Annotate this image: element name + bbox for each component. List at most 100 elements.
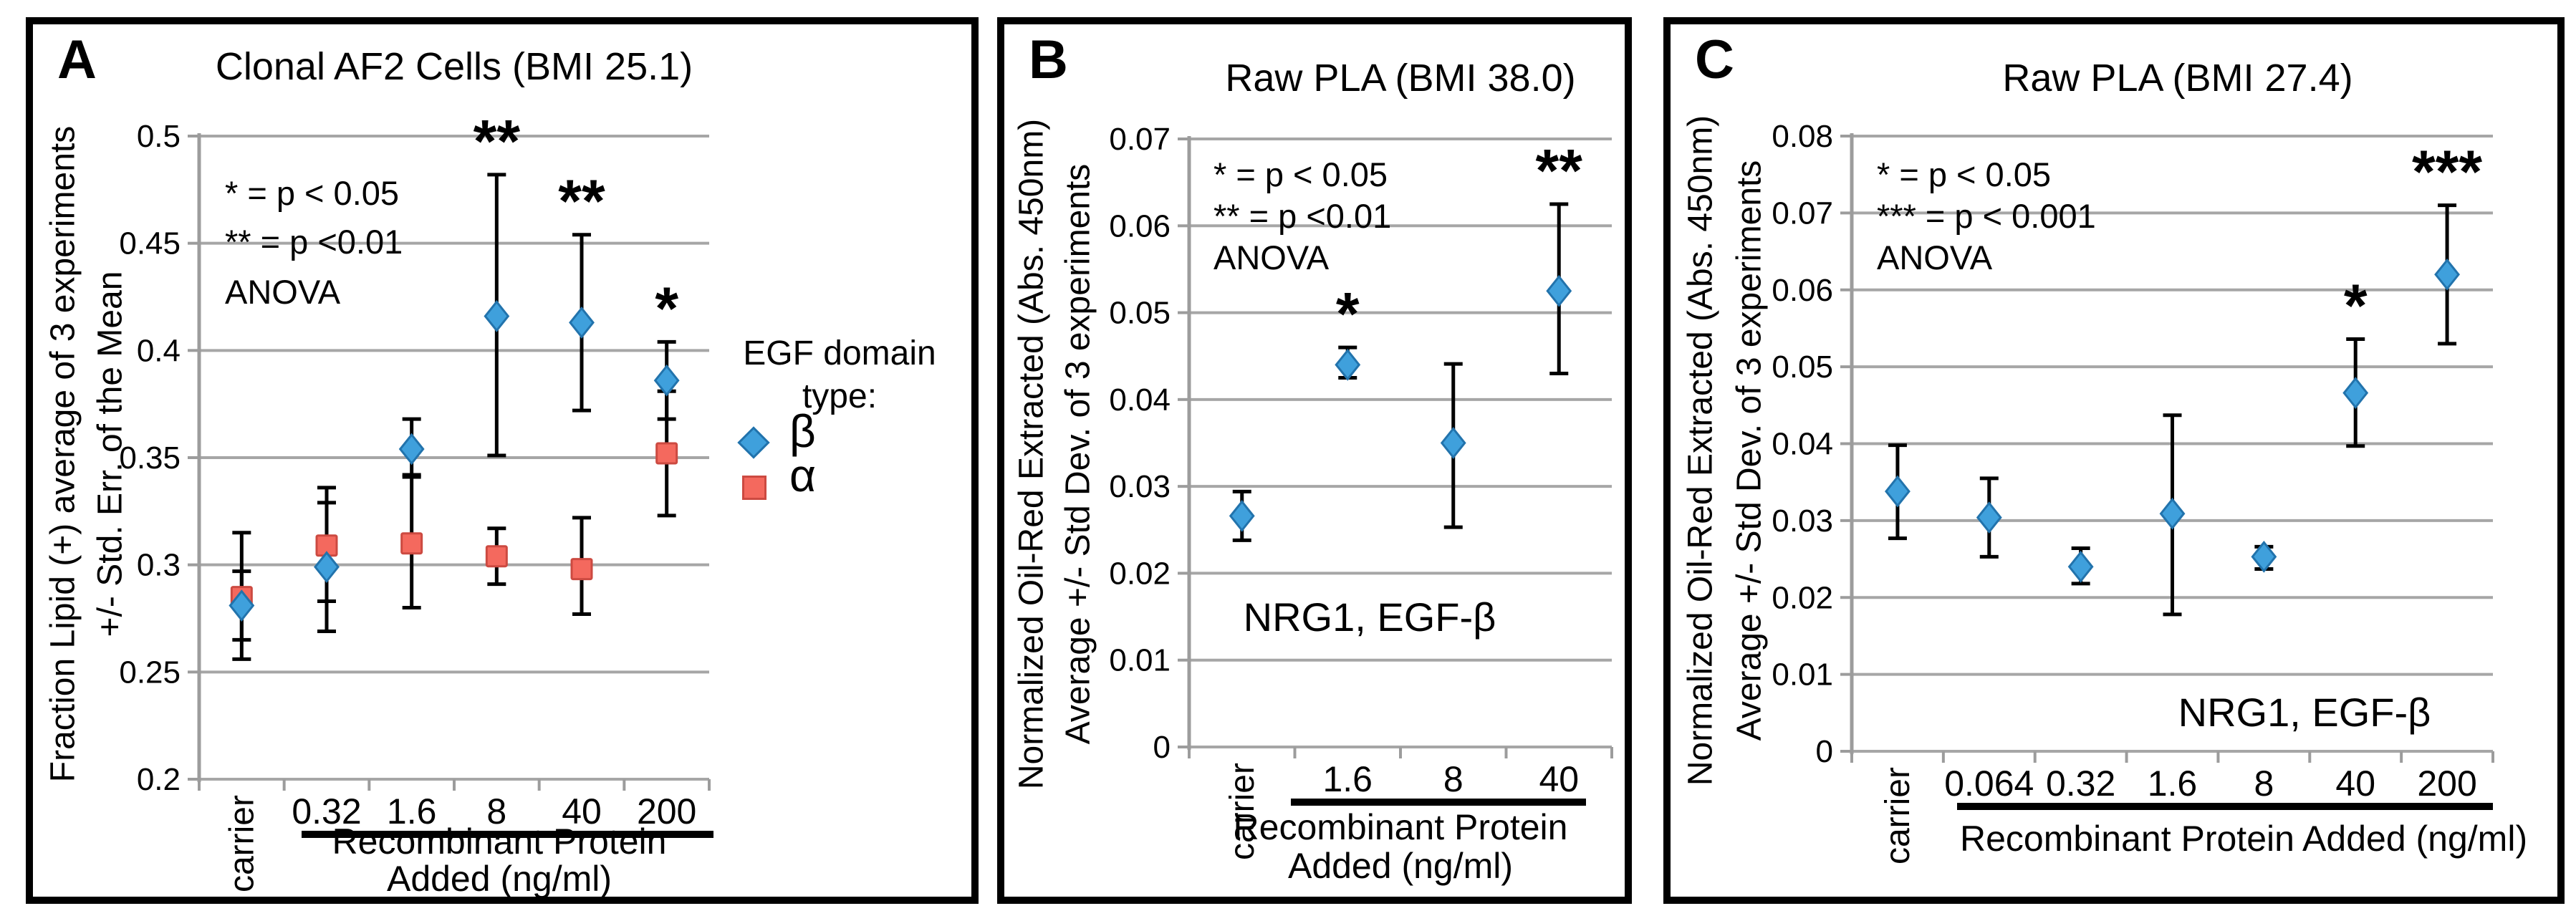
significance-stars: * [655,274,678,342]
chart-b: 0.07 0.06 0.05 0.04 0.03 0.02 0.01 0 carrier 1.6 8… [1109,122,1613,860]
data-point-beta [2251,540,2277,573]
panel-c-letter: C [1695,29,1734,90]
panel-a-anova-note: ANOVA [225,273,341,311]
panel-a: 0.5 0.45 0.4 0.35 0.3 0.25 0.2 carrier 0.32 1.6 8 4… [26,17,979,904]
x-tick-label-carrier: carrier [223,795,261,892]
x-tick-label: 40 [562,791,602,831]
panel-a-y-axis-label-line2: +/- Std. Err. of the Mean [91,271,130,637]
chart-c: 0.08 0.07 0.06 0.05 0.04 0.03 0.02 0.01 0 carrier… [1772,119,2494,864]
legend-label-beta: β [789,405,816,457]
chart-a: 0.5 0.45 0.4 0.35 0.3 0.25 0.2 carrier 0.32 1.6 8 4… [119,107,713,892]
panel-c: 0.08 0.07 0.06 0.05 0.04 0.03 0.02 0.01 0 carrier… [1663,17,2565,904]
x-tick-label: 1.6 [387,791,437,831]
data-point-beta [2159,497,2186,530]
panel-b-title: Raw PLA (BMI 38.0) [1225,57,1576,100]
y-tick-label: 0.05 [1109,296,1171,331]
data-point-beta [484,300,510,332]
significance-stars: ** [474,107,521,175]
panel-a-title: Clonal AF2 Cells (BMI 25.1) [215,45,693,88]
data-point-beta [2434,258,2460,291]
x-tick-label: 8 [2254,763,2274,804]
panel-a-y-axis-label-line1: Fraction Lipid (+) average of 3 experime… [44,125,82,783]
data-point-alpha [570,558,593,581]
panel-b-pvalue-note-2: ** = p <0.01 [1213,197,1392,235]
panel-a-x-axis-label-line2: Added (ng/ml) [386,859,612,899]
legend-label-alpha: α [789,450,816,501]
x-tick-label: 0.32 [292,791,361,831]
x-tick-label: 200 [637,791,696,831]
significance-stars: *** [2412,138,2482,206]
x-axis-group-underline [1957,803,2493,810]
alpha-square-icon [742,476,766,500]
x-tick-label: 200 [2417,763,2476,804]
y-tick-label: 0.03 [1109,469,1171,504]
y-tick-label: 0.5 [137,119,181,154]
legend-title-line1: EGF domain [743,334,936,372]
x-axis-group-underline [1291,799,1586,806]
y-tick-label: 0.25 [119,655,181,690]
y-tick-label: 0.04 [1772,427,1833,462]
x-tick-label: 8 [486,791,506,831]
y-tick-label: 0.01 [1109,643,1171,678]
data-point-beta [1440,427,1466,459]
data-point-beta [1976,501,2002,534]
x-tick-label: 40 [1539,759,1579,799]
panel-c-pvalue-note-1: * = p < 0.05 [1877,155,2052,193]
data-point-alpha [655,442,678,465]
panel-b-anova-note: ANOVA [1213,238,1330,276]
panel-c-x-axis-label: Recombinant Protein Added (ng/ml) [1960,819,2528,859]
y-tick-label: 0.4 [137,333,181,368]
y-tick-label: 0.07 [1772,196,1833,231]
panel-c-series-label: NRG1, EGF-β [2178,690,2431,735]
data-point-beta [2342,377,2369,410]
data-point-beta [2067,550,2094,583]
panel-c-title: Raw PLA (BMI 27.4) [2002,57,2353,100]
panel-c-y-axis-label-line1: Normalized Oil-Red Extracted (Abs. 450nm… [1681,115,1720,786]
panel-b-y-axis-label-line2: Average +/- Std Dev. of 3 experiments [1059,163,1097,745]
panel-b-y-axis-label-line1: Normalized Oil-Red Extracted (Abs. 450nm… [1012,118,1051,790]
y-tick-label: 0.04 [1109,382,1171,418]
y-tick-label: 0.2 [137,762,181,797]
panel-a-x-axis-label-line1: Recombinant Protein [332,821,667,862]
data-point-beta [653,364,680,397]
significance-stars: * [2344,271,2368,339]
panel-b-x-axis-label-line2: Added (ng/ml) [1287,846,1514,886]
panel-b-letter: B [1029,29,1068,90]
y-tick-label: 0.3 [137,548,181,583]
panel-c-pvalue-note-2: *** = p < 0.001 [1877,197,2096,235]
significance-stars: * [1336,280,1360,347]
y-tick-label: 0.05 [1772,349,1833,385]
panel-a-pvalue-note-2: ** = p <0.01 [225,223,403,261]
data-point-beta [569,307,595,339]
data-point-beta [1229,499,1255,532]
y-tick-label: 0.45 [119,226,181,261]
data-point-beta [1546,274,1572,307]
panel-a-pvalue-note-1: * = p < 0.05 [225,174,400,212]
y-tick-label: 0.01 [1772,657,1833,693]
x-tick-label: 0.32 [2046,763,2115,804]
panel-c-y-axis-label-line2: Average +/- Std Dev. of 3 experiments [1730,160,1769,741]
x-tick-label-carrier: carrier [1224,763,1261,860]
panel-b-x-axis-label-line1: Recombinant Protein [1233,807,1568,847]
y-tick-label: 0.02 [1772,580,1833,615]
x-tick-label: 1.6 [2148,763,2198,804]
data-point-alpha [485,545,508,568]
y-tick-label: 0.02 [1109,556,1171,591]
data-point-beta [398,433,425,466]
y-tick-label: 0.03 [1772,503,1833,539]
panel-b-pvalue-note-1: * = p < 0.05 [1213,155,1388,193]
legend-title-line2: type: [802,377,878,415]
y-tick-label: 0.07 [1109,122,1171,157]
data-point-beta [1335,348,1361,381]
significance-stars: ** [1536,137,1583,204]
panel-a-letter: A [57,29,97,90]
x-axis-group-underline [302,831,713,838]
data-point-alpha [400,532,423,555]
data-point-beta [1885,475,1911,508]
y-tick-label: 0.06 [1772,273,1833,308]
y-tick-label: 0.35 [119,440,181,476]
y-tick-label: 0.08 [1772,119,1833,154]
panel-b-series-label: NRG1, EGF-β [1243,594,1496,640]
x-tick-label-carrier: carrier [1879,767,1917,864]
